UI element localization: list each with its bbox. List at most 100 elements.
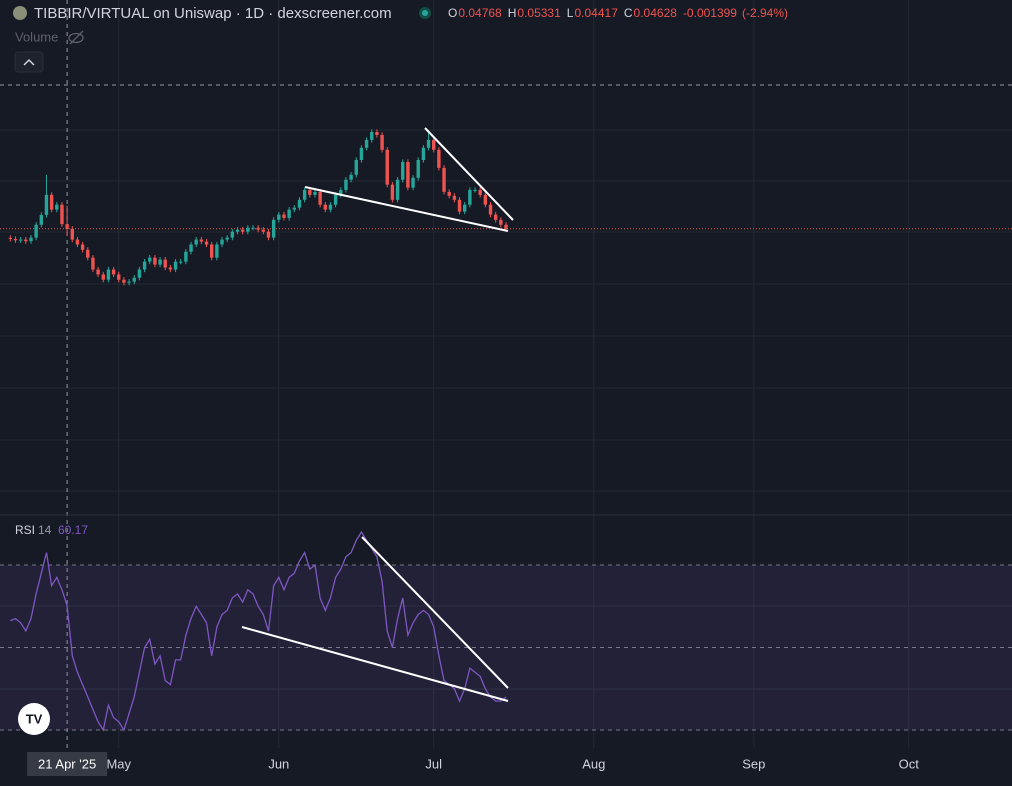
candle-body xyxy=(8,237,13,239)
eye-off-icon[interactable] xyxy=(68,30,84,45)
candle-body xyxy=(189,244,193,252)
candle-body xyxy=(504,224,508,229)
candle-body xyxy=(478,189,482,195)
candle-body xyxy=(24,239,28,242)
candle-body xyxy=(137,269,142,278)
candle-body xyxy=(44,194,49,215)
ohlc-value: 0.05331 xyxy=(517,6,561,20)
candle-body xyxy=(240,229,245,232)
candle-body xyxy=(132,277,136,282)
candle-body xyxy=(215,244,219,258)
candle-body xyxy=(209,244,214,258)
candle-body xyxy=(452,195,457,200)
candle-body xyxy=(292,207,297,210)
candle-body xyxy=(416,159,420,178)
candle-body xyxy=(359,147,364,160)
candle-body xyxy=(55,204,59,210)
candle-body xyxy=(354,159,358,175)
rsi-legend: RSI 14 60.17 xyxy=(15,523,88,537)
candle-body xyxy=(179,261,183,263)
rsi-length: 14 xyxy=(38,523,52,537)
candle-body xyxy=(127,281,131,283)
candle-body xyxy=(493,214,498,220)
ohlc-value: 0.04417 xyxy=(574,6,618,20)
candle-body xyxy=(271,219,276,238)
candle-body xyxy=(323,204,327,210)
candle-body xyxy=(473,189,477,191)
candle-body xyxy=(349,174,353,180)
candle-body xyxy=(385,149,389,185)
ohlc-key: C xyxy=(624,6,633,20)
candle-body xyxy=(91,257,95,270)
candle-body xyxy=(34,224,38,238)
trend-line xyxy=(424,127,514,221)
trend-line xyxy=(361,536,509,689)
logo[interactable] xyxy=(18,703,50,735)
candle-body xyxy=(158,259,162,265)
candle-body xyxy=(225,237,229,240)
candle-body xyxy=(199,239,204,242)
candle-body xyxy=(194,239,198,245)
candle-body xyxy=(432,139,436,150)
trend-line xyxy=(241,626,509,702)
marks xyxy=(8,129,508,732)
volume-label: Volume xyxy=(15,29,58,44)
rsi-band xyxy=(0,565,1012,730)
candle-body xyxy=(246,227,250,232)
candle-body xyxy=(282,214,286,218)
candle-body xyxy=(411,177,415,188)
candle-body xyxy=(29,237,33,242)
candle-body xyxy=(235,229,240,232)
candle-body xyxy=(370,132,374,140)
candle-body xyxy=(313,191,317,195)
candle-body xyxy=(344,179,348,190)
trend-lines xyxy=(241,127,514,702)
candle-body xyxy=(18,239,23,241)
candle-body xyxy=(421,147,426,160)
candle-body xyxy=(39,214,44,225)
candle-body xyxy=(261,229,266,232)
candle-body xyxy=(251,227,255,229)
change: -0.001399 xyxy=(683,6,737,20)
candle-body xyxy=(308,189,312,195)
candle-body xyxy=(13,238,18,241)
candle-body xyxy=(277,214,281,220)
rsi-name: RSI xyxy=(15,523,35,537)
x-tick-label: Jul xyxy=(425,756,442,771)
candle-body xyxy=(287,209,291,218)
candle-body xyxy=(70,228,74,240)
candle-body xyxy=(297,199,302,208)
candle-body xyxy=(256,227,260,230)
candle-body xyxy=(117,274,121,280)
candle-body xyxy=(75,239,80,245)
candle-body xyxy=(426,139,431,148)
x-tick-label: Aug xyxy=(582,756,605,771)
x-tick-label: Oct xyxy=(899,756,920,771)
ohlc-value: 0.04628 xyxy=(634,6,678,20)
trend-line xyxy=(304,186,509,232)
candle-body xyxy=(49,194,54,210)
change-pct: (-2.94%) xyxy=(742,6,788,20)
ohlc-legend: O 0.04768 H 0.05331 L 0.04417 C 0.04628 -0.00139… xyxy=(448,6,788,20)
ohlc-value: 0.04768 xyxy=(458,6,502,20)
candle-body xyxy=(468,189,472,205)
candle-body xyxy=(204,241,209,245)
candle-body xyxy=(148,257,152,262)
candle-body xyxy=(153,257,157,265)
candle-body xyxy=(80,244,85,250)
candle-body xyxy=(395,179,400,200)
rsi-value: 60.17 xyxy=(58,523,88,537)
candle-body xyxy=(168,267,173,270)
candle-body xyxy=(328,204,333,210)
rsi-line xyxy=(10,530,507,732)
candle-body xyxy=(173,261,178,270)
candle-body xyxy=(339,189,343,195)
candle-body xyxy=(266,231,271,238)
status-dot xyxy=(422,10,428,16)
x-tick-label: Sep xyxy=(742,756,765,771)
chart-title: TIBBIR/VIRTUAL on Uniswap · 1D · dexscre… xyxy=(34,5,392,22)
candle-body xyxy=(457,199,462,212)
logo-mark: TV xyxy=(26,711,43,726)
collapse-button[interactable] xyxy=(14,51,44,73)
